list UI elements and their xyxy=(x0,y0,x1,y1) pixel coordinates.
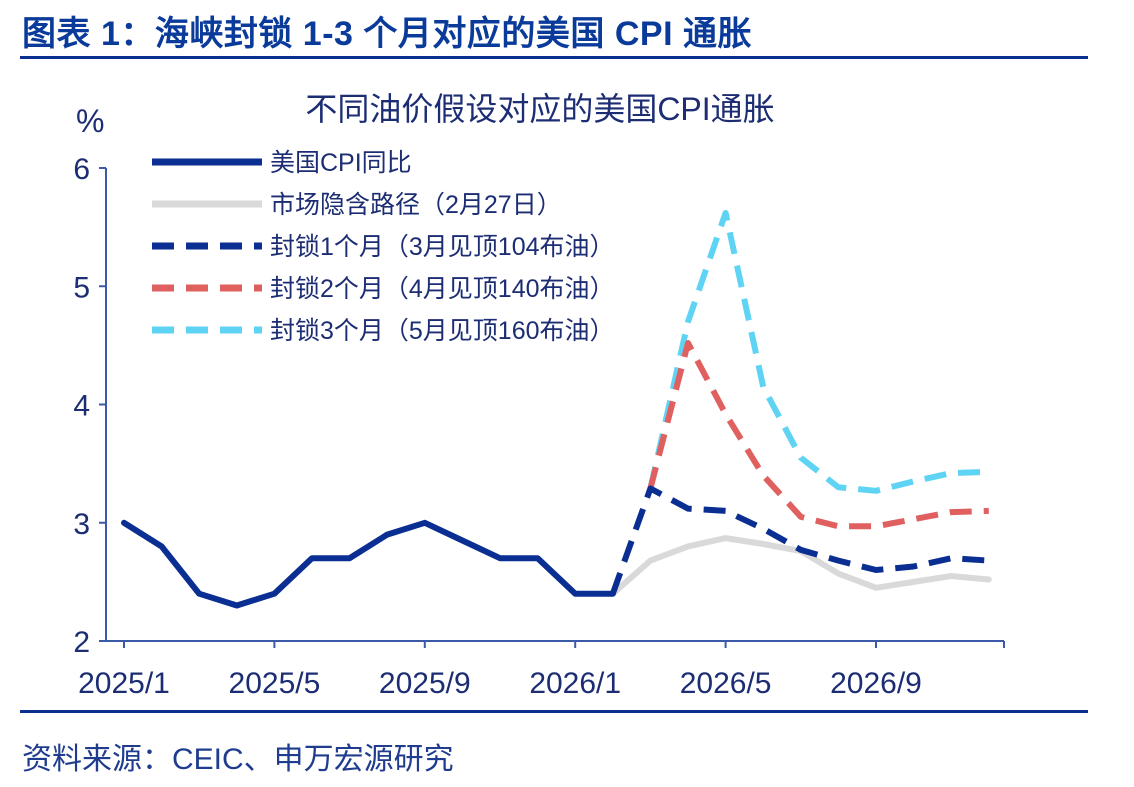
header-rule xyxy=(20,56,1088,59)
chart-title: 不同油价假设对应的美国CPI通胀 xyxy=(305,91,774,127)
y-tick-label: 5 xyxy=(73,271,90,304)
footer-rule xyxy=(20,710,1088,713)
legend-label: 市场隐含路径（2月27日） xyxy=(270,191,562,219)
y-tick-label: 6 xyxy=(73,153,90,186)
axes: 2 3 4 5 6 2025/1 2025/5 2025/9 2026/1 2026/5 2026/… xyxy=(73,153,1005,700)
series-line-1 xyxy=(121,519,616,609)
x-tick-label: 2025/5 xyxy=(229,667,321,700)
source-note: 资料来源：CEIC、申万宏源研究 xyxy=(22,743,454,776)
x-tick-label: 2026/9 xyxy=(830,667,922,700)
x-tick-label: 2026/1 xyxy=(529,667,621,700)
series-layer xyxy=(121,209,992,609)
figure-title: 图表 1：海峡封锁 1-3 个月对应的美国 CPI 通胀 xyxy=(22,15,752,53)
legend-label: 美国CPI同比 xyxy=(270,149,412,177)
x-tick-label: 2026/5 xyxy=(680,667,772,700)
series-line-3 xyxy=(609,485,989,595)
legend-label: 封锁3个月（5月见顶160布油） xyxy=(270,317,615,345)
x-tick-label: 2025/1 xyxy=(78,667,170,700)
series-line-2 xyxy=(609,535,992,597)
series-line-4 xyxy=(647,340,989,530)
y-tick-label: 4 xyxy=(73,390,90,423)
series-line-5 xyxy=(647,209,989,494)
y-tick-label: 3 xyxy=(73,508,90,541)
y-tick-label: 2 xyxy=(73,626,90,659)
x-tick-label: 2025/9 xyxy=(379,667,471,700)
y-axis-unit-label: % xyxy=(76,103,104,139)
legend-label: 封锁2个月（4月见顶140布油） xyxy=(270,275,615,303)
legend-label: 封锁1个月（3月见顶104布油） xyxy=(270,233,615,261)
